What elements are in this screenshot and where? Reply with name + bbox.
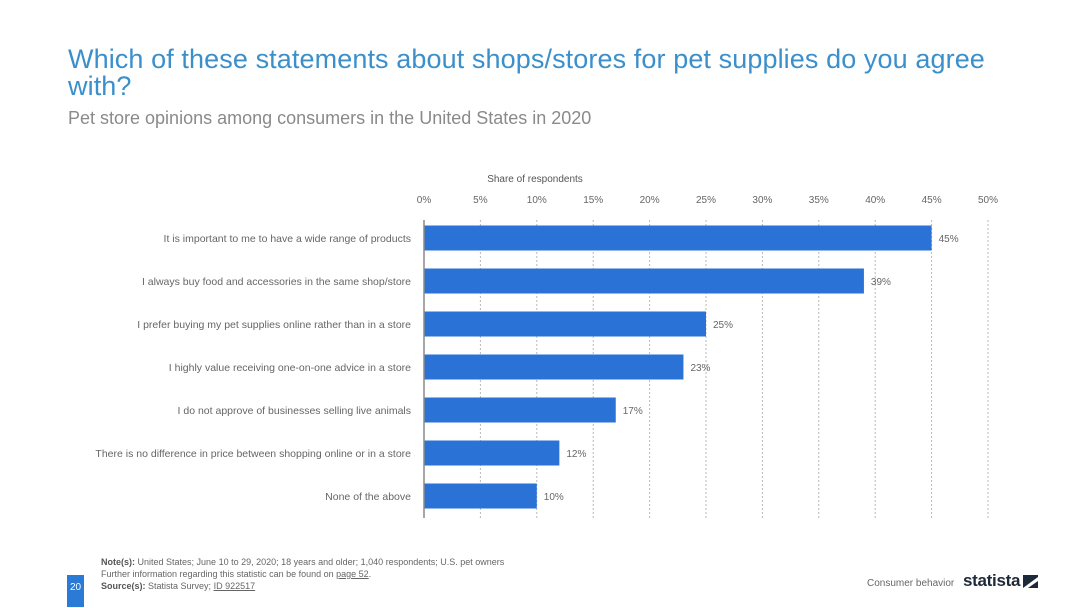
logo-text: statista	[963, 571, 1021, 590]
x-tick-label: 45%	[922, 195, 942, 206]
category-label: I highly value receiving one-on-one advi…	[169, 362, 411, 374]
category-label: I always buy food and accessories in the…	[142, 276, 411, 288]
data-label: 10%	[544, 492, 564, 503]
bar	[424, 483, 537, 509]
source-label: Source(s):	[101, 581, 146, 591]
category-label: None of the above	[325, 491, 411, 503]
category-label: I do not approve of businesses selling l…	[178, 405, 411, 417]
x-tick-label: 35%	[809, 195, 829, 206]
further-info-text: Further information regarding this stati…	[101, 569, 334, 579]
source-id-link[interactable]: ID 922517	[213, 581, 256, 591]
statista-logo: statista	[963, 571, 1039, 591]
data-label: 12%	[566, 449, 586, 460]
x-tick-label: 40%	[865, 195, 885, 206]
category-labels: It is important to me to have a wide ran…	[95, 233, 411, 503]
x-axis-ticks: 0% 5% 10% 15% 20% 25% 30% 35% 40% 45% 50%	[417, 195, 998, 206]
notes-text: United States; June 10 to 29, 2020; 18 y…	[137, 557, 505, 567]
x-tick-label: 30%	[752, 195, 772, 206]
notes-label: Note(s):	[101, 557, 135, 567]
data-label: 17%	[623, 406, 643, 417]
x-tick-label: 10%	[527, 195, 547, 206]
x-tick-label: 20%	[640, 195, 660, 206]
source-text: Statista Survey;	[148, 581, 212, 591]
data-labels: 45% 39% 25% 23% 17% 12% 10%	[544, 234, 959, 503]
category-label: It is important to me to have a wide ran…	[164, 233, 411, 245]
data-label: 45%	[939, 234, 959, 245]
page-link[interactable]: page 52	[336, 569, 369, 579]
data-label: 39%	[871, 277, 891, 288]
statista-logo-icon	[1023, 574, 1039, 588]
x-tick-label: 50%	[978, 195, 998, 206]
page-number-badge: 20	[67, 575, 84, 607]
category-label: I prefer buying my pet supplies online r…	[137, 319, 411, 331]
bar	[424, 225, 932, 251]
bar	[424, 311, 706, 337]
bar	[424, 397, 616, 423]
bars	[424, 225, 932, 509]
data-label: 23%	[690, 363, 710, 374]
chart-title: Which of these statements about shops/st…	[68, 44, 985, 101]
bar	[424, 268, 864, 294]
x-axis-label: Share of respondents	[487, 174, 583, 185]
bar-chart: Share of respondents 0% 5% 10% 15% 20% 25% 30%…	[95, 174, 998, 518]
section-label: Consumer behavior	[867, 578, 955, 589]
further-info-end: .	[368, 569, 372, 579]
bar	[424, 354, 684, 380]
x-tick-label: 0%	[417, 195, 432, 206]
bar	[424, 440, 560, 466]
footer-notes: Note(s): United States; June 10 to 29, 2…	[101, 556, 504, 592]
x-tick-label: 5%	[473, 195, 488, 206]
x-tick-label: 15%	[583, 195, 603, 206]
category-label: There is no difference in price between …	[95, 448, 411, 460]
x-tick-label: 25%	[696, 195, 716, 206]
data-label: 25%	[713, 320, 733, 331]
chart-subtitle: Pet store opinions among consumers in th…	[68, 108, 592, 128]
